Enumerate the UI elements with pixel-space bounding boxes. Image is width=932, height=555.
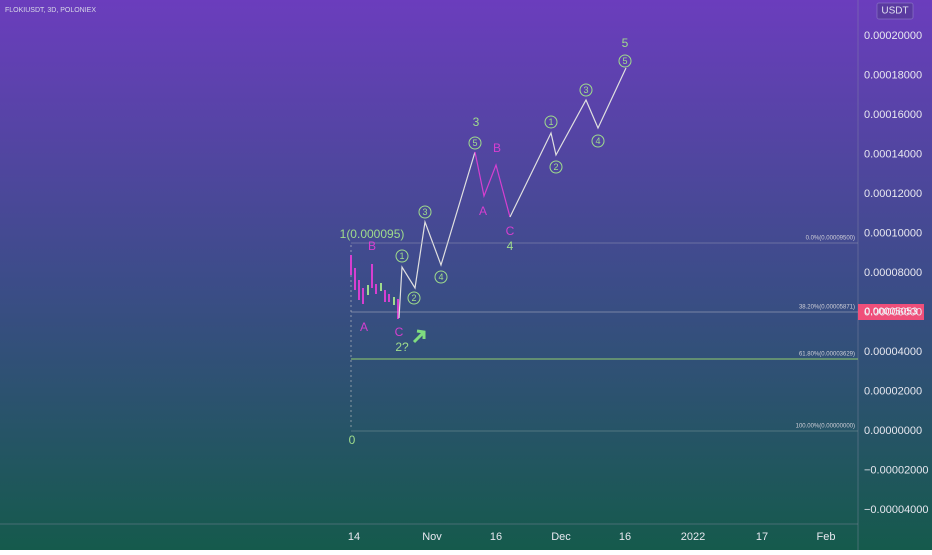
price-label: 0.00006000 [864,306,922,318]
arrow-icon [412,329,426,344]
candle [397,299,399,319]
candle [358,280,360,300]
candles [350,255,399,319]
price-label: 0.00004000 [864,346,922,358]
price-label: 0.00010000 [864,227,922,239]
wave-circle [579,83,593,97]
time-label: 14 [348,531,360,543]
price-label: 0.00014000 [864,148,922,160]
fib-label: 100.00%(0.00000000) [796,424,855,430]
circle-label: 1 [548,117,553,127]
circle-label: 5 [622,56,627,66]
wave-label: B [493,141,501,155]
wave-circle [591,134,605,148]
wave-circle [544,115,558,129]
circle-label: 5 [472,138,477,148]
time-label: 16 [619,531,631,543]
wave-label: A [360,320,368,334]
price-label: 0.00012000 [864,188,922,200]
wave-label: 2? [395,340,409,354]
circle-label: 4 [438,272,443,282]
circle-label: 2 [553,162,558,172]
wave-circle [468,136,482,150]
fib-label: 38.20%(0.00005871) [799,305,855,311]
wave-label: 3 [473,115,480,129]
wave-label: 4 [507,239,514,253]
candle [393,297,395,305]
correction-line [474,151,511,218]
current-price-box [858,304,924,320]
candle [362,288,364,304]
price-label: 0.00020000 [864,30,922,42]
wave-label: 1(0.000095) [340,227,405,241]
currency-box [876,2,914,20]
time-label: 16 [490,531,502,543]
candle [367,285,369,295]
price-label: 0.00002000 [864,385,922,397]
wave-circle [549,160,563,174]
wave-label: B [368,239,376,253]
wave-circle [418,205,432,219]
circle-label: 3 [583,85,588,95]
circle-label: 3 [422,207,427,217]
time-label: 2022 [681,531,705,543]
wave-circle [618,54,632,68]
circle-label: 4 [595,136,600,146]
wave-label: C [395,325,404,339]
time-label: Dec [551,531,571,543]
candle [380,283,382,291]
price-label: 0.00018000 [864,69,922,81]
currency-label: USDT [881,6,908,17]
circle-label: 1 [399,251,404,261]
price-label: 0.00000000 [864,425,922,437]
wave-circle [434,270,448,284]
current-price: 0.00005053 [865,307,918,318]
price-label: 0.00016000 [864,109,922,121]
time-label: 17 [756,531,768,543]
wave-label: 0 [349,433,356,447]
fib-label: 61.80%(0.00003629) [799,352,855,358]
price-label: −0.00004000 [864,504,929,516]
wave-label: 5 [622,36,629,50]
wave-circle [407,291,421,305]
price-label: 0.00008000 [864,267,922,279]
wave-line [509,67,627,218]
wave-line [398,151,476,319]
wave-label: C [506,224,515,238]
candle [388,294,390,302]
candle [350,255,352,275]
time-label: Nov [422,531,442,543]
candle [375,284,377,294]
time-label: Feb [817,531,836,543]
fib-label: 0.0%(0.00009500) [806,236,855,242]
circle-label: 2 [411,293,416,303]
wave-label: A [479,204,487,218]
price-label: −0.00002000 [864,464,929,476]
candle [384,290,386,302]
symbol-title: FLOKIUSDT, 3D, POLONIEX [5,7,96,14]
candle [371,264,373,288]
wave-circle [395,249,409,263]
candle [354,268,356,290]
